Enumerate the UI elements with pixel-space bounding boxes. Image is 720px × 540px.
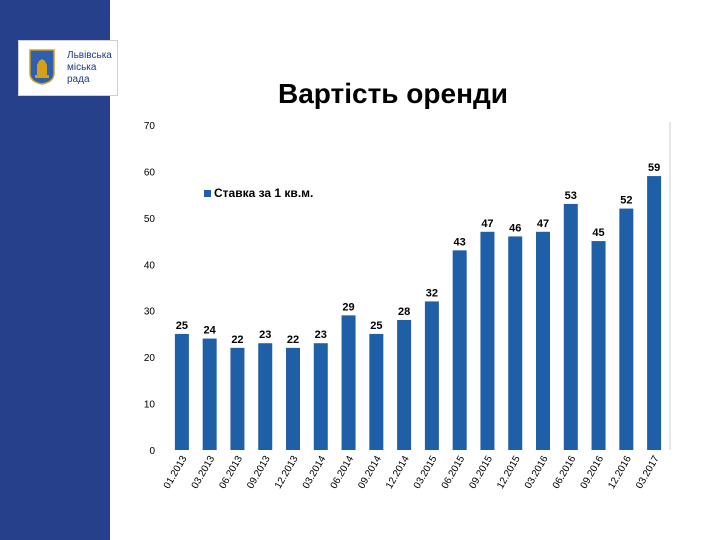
page-title: Вартість оренди: [278, 78, 508, 109]
data-label: 25: [370, 320, 382, 332]
legend-label: Ставка за 1 кв.м.: [214, 186, 314, 200]
bar: [258, 343, 273, 450]
data-label: 32: [426, 287, 438, 299]
bar: [286, 347, 300, 450]
bar: [174, 333, 189, 450]
bar: [563, 203, 578, 450]
data-label: 25: [176, 320, 188, 332]
data-label: 43: [454, 236, 466, 248]
y-tick-label: 20: [144, 353, 156, 364]
bar: [591, 241, 606, 450]
data-label: 52: [620, 195, 632, 207]
x-tick-label: 09.2015: [467, 454, 495, 491]
bar: [424, 301, 439, 450]
bar: [230, 347, 245, 450]
bar: [313, 343, 328, 450]
y-tick-label: 70: [144, 121, 156, 132]
data-label: 23: [315, 329, 327, 341]
logo-line-1: Львівська: [67, 50, 112, 61]
x-tick-label: 06.2013: [217, 454, 245, 491]
x-tick-label: 12.2013: [273, 454, 301, 491]
lion-crest-icon: [29, 49, 55, 85]
bar: [647, 176, 662, 451]
data-label: 29: [342, 301, 354, 313]
x-tick-label: 12.2016: [606, 454, 634, 491]
x-tick-label: 03.2013: [190, 454, 218, 491]
bar: [369, 333, 384, 450]
bar: [202, 338, 217, 450]
x-tick-label: 06.2016: [551, 454, 579, 491]
bar: [397, 320, 412, 450]
x-tick-label: 12.2015: [495, 454, 523, 491]
x-tick-label: 01.2013: [162, 454, 190, 491]
data-label: 23: [259, 329, 271, 341]
data-label: 59: [648, 162, 660, 174]
data-label: 47: [537, 218, 549, 230]
data-label: 53: [565, 190, 577, 202]
data-label: 45: [592, 227, 604, 239]
logo-line-3: рада: [67, 74, 90, 85]
y-tick-label: 10: [144, 400, 156, 411]
y-tick-label: 60: [144, 167, 156, 178]
x-tick-label: 03.2014: [301, 454, 329, 491]
city-council-logo: Львівська міська рада: [18, 40, 118, 96]
y-tick-label: 50: [144, 214, 156, 225]
bar: [480, 231, 495, 450]
bar: [619, 208, 634, 450]
y-tick-label: 40: [144, 260, 156, 271]
data-label: 22: [287, 334, 299, 346]
x-tick-label: 06.2014: [329, 454, 357, 491]
logo-line-2: міська: [67, 62, 97, 73]
bar: [508, 236, 523, 450]
x-tick-label: 06.2015: [440, 454, 468, 491]
data-label: 28: [398, 306, 410, 318]
legend-swatch: [204, 190, 211, 198]
x-tick-label: 03.2017: [634, 454, 662, 491]
y-tick-label: 30: [144, 307, 156, 318]
data-label: 47: [481, 218, 493, 230]
y-tick-label: 0: [149, 446, 155, 457]
bar: [536, 231, 550, 450]
data-label: 22: [231, 334, 243, 346]
x-tick-label: 03.2015: [412, 454, 440, 491]
rent-bar-chart: 0 10 20 30 40 50 60 70 25 01.2013 24 03.2013 22 06.20…: [144, 121, 671, 491]
data-label: 46: [509, 222, 521, 234]
x-tick-label: 09.2013: [245, 454, 273, 491]
chart-legend: Ставка за 1 кв.м.: [204, 186, 313, 200]
data-label: 24: [204, 325, 217, 337]
x-tick-label: 03.2016: [523, 454, 551, 491]
bar: [452, 250, 467, 450]
x-tick-label: 09.2016: [579, 454, 607, 491]
x-tick-label: 09.2014: [356, 454, 384, 491]
x-tick-label: 12.2014: [384, 454, 412, 491]
bar: [341, 315, 356, 450]
